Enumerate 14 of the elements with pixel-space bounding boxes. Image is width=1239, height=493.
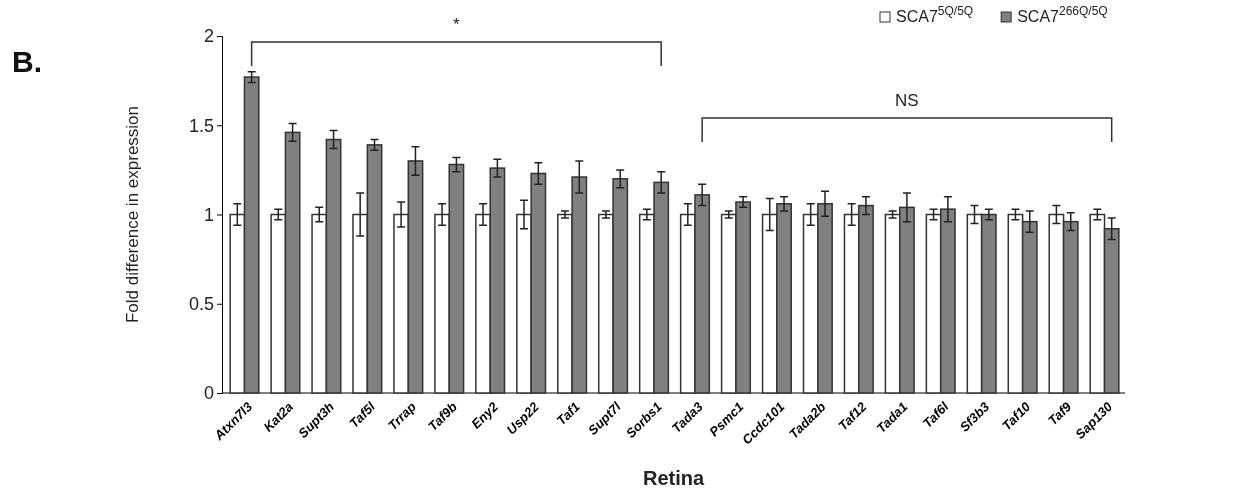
y-tick-label: 1 (203, 204, 214, 225)
y-tick-label: 0 (203, 383, 214, 404)
x-tick-label: Taf1 (553, 399, 583, 429)
y-tick-label: 1.5 (188, 115, 214, 136)
legend-label: SCA7$^{266Q/5Q}$ (1017, 4, 1108, 25)
y-tick-label: 2 (203, 26, 214, 47)
legend-label: SCA7$^{5Q/5Q}$ (896, 4, 974, 25)
y-axis-title: Fold difference in expression (123, 105, 142, 324)
text: B. (12, 45, 42, 78)
annotation: NS (895, 91, 919, 110)
x-tick-label: Taf9 (1045, 398, 1075, 429)
x-axis-title: Retina (642, 467, 705, 489)
text: * (453, 15, 461, 34)
y-tick-label: 0.5 (188, 294, 214, 315)
